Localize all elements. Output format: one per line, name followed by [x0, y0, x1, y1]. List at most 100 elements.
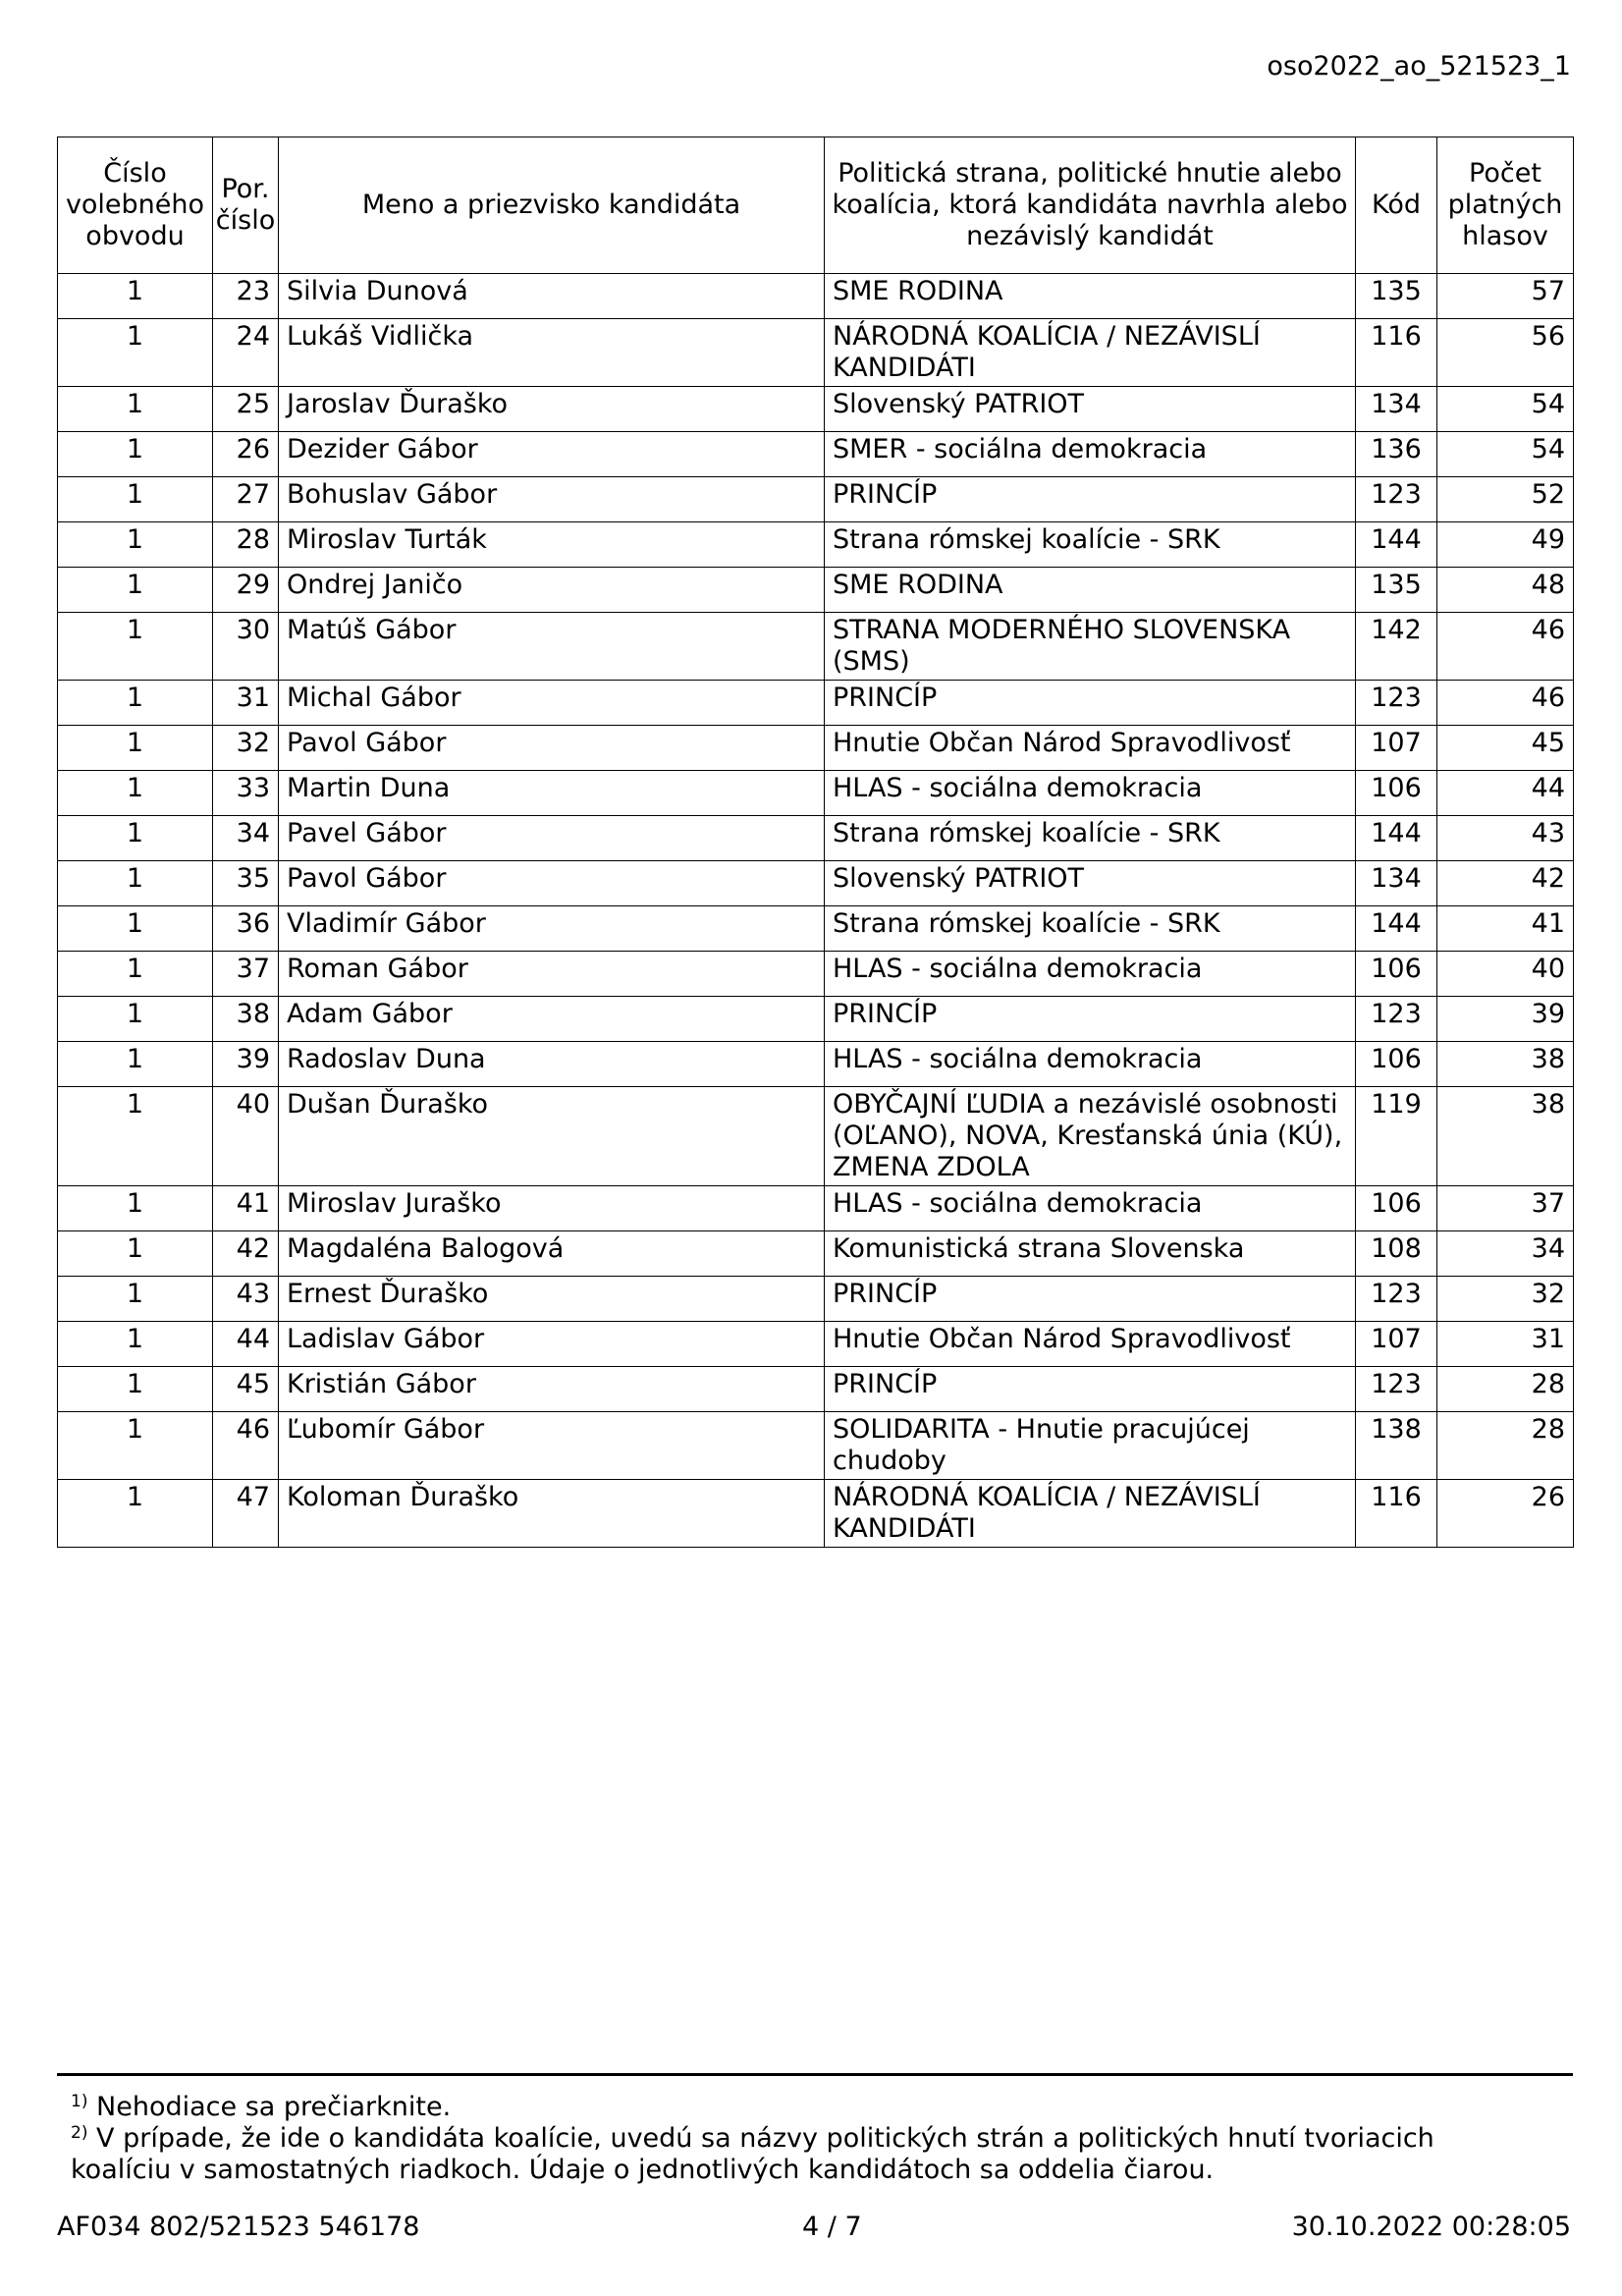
table-row: 1 23 Silvia Dunová SME RODINA 135 57: [57, 273, 1574, 319]
table-row: 1 27 Bohuslav Gábor PRINCÍP 123 52: [57, 476, 1574, 522]
party-cell: PRINCÍP: [824, 680, 1356, 726]
order-cell: 28: [212, 521, 279, 568]
district-cell: 1: [57, 431, 213, 477]
party-cell: PRINCÍP: [824, 476, 1356, 522]
table-row: 1 34 Pavel Gábor Strana rómskej koalície - …: [57, 815, 1574, 861]
party-cell: SME RODINA: [824, 273, 1356, 319]
votes-cell: 49: [1436, 521, 1574, 568]
district-cell: 1: [57, 1230, 213, 1277]
party-cell: NÁRODNÁ KOALÍCIA / NEZÁVISLÍ KANDIDÁTI: [824, 1479, 1356, 1548]
district-cell: 1: [57, 386, 213, 432]
candidate-name-cell: Radoslav Duna: [278, 1041, 825, 1087]
table-row: 1 45 Kristián Gábor PRINCÍP 123 28: [57, 1366, 1574, 1412]
code-cell: 134: [1355, 860, 1437, 906]
votes-cell: 40: [1436, 951, 1574, 997]
code-cell: 106: [1355, 1185, 1437, 1231]
header-party: Politická strana, politické hnutie alebo…: [824, 137, 1356, 274]
candidate-name-cell: Pavol Gábor: [278, 860, 825, 906]
votes-cell: 44: [1436, 770, 1574, 816]
order-cell: 47: [212, 1479, 279, 1548]
votes-cell: 57: [1436, 273, 1574, 319]
table-row: 1 47 Koloman Ďuraško NÁRODNÁ KOALÍCIA / NEZ…: [57, 1479, 1574, 1548]
code-cell: 135: [1355, 273, 1437, 319]
party-cell: OBYČAJNÍ ĽUDIA a nezávislé osobnosti (OĽ…: [824, 1086, 1356, 1186]
order-cell: 30: [212, 612, 279, 681]
order-cell: 32: [212, 725, 279, 771]
code-cell: 123: [1355, 1276, 1437, 1322]
table-row: 1 28 Miroslav Turták Strana rómskej koalíci…: [57, 521, 1574, 568]
code-cell: 123: [1355, 1366, 1437, 1412]
party-cell: Hnutie Občan Národ Spravodlivosť: [824, 725, 1356, 771]
party-cell: Komunistická strana Slovenska: [824, 1230, 1356, 1277]
district-cell: 1: [57, 1321, 213, 1367]
candidate-name-cell: Ondrej Janičo: [278, 567, 825, 613]
code-cell: 142: [1355, 612, 1437, 681]
votes-cell: 43: [1436, 815, 1574, 861]
candidate-name-cell: Martin Duna: [278, 770, 825, 816]
footnote-2: 2) V prípade, že ide o kandidáta koalíci…: [71, 2123, 1434, 2185]
candidate-name-cell: Silvia Dunová: [278, 273, 825, 319]
votes-cell: 48: [1436, 567, 1574, 613]
header-name: Meno a priezvisko kandidáta: [278, 137, 825, 274]
votes-cell: 56: [1436, 318, 1574, 387]
table-row: 1 24 Lukáš Vidlička NÁRODNÁ KOALÍCIA / NEZÁ…: [57, 318, 1574, 387]
table-row: 1 33 Martin Duna HLAS - sociálna demokracia…: [57, 770, 1574, 816]
order-cell: 38: [212, 996, 279, 1042]
district-cell: 1: [57, 905, 213, 952]
code-cell: 116: [1355, 318, 1437, 387]
votes-cell: 54: [1436, 431, 1574, 477]
order-cell: 45: [212, 1366, 279, 1412]
district-cell: 1: [57, 1041, 213, 1087]
votes-cell: 38: [1436, 1086, 1574, 1186]
party-cell: PRINCÍP: [824, 1366, 1356, 1412]
party-cell: PRINCÍP: [824, 996, 1356, 1042]
header-votes: Počet platných hlasov: [1436, 137, 1574, 274]
order-cell: 44: [212, 1321, 279, 1367]
votes-cell: 32: [1436, 1276, 1574, 1322]
candidate-name-cell: Koloman Ďuraško: [278, 1479, 825, 1548]
district-cell: 1: [57, 567, 213, 613]
party-cell: Strana rómskej koalície - SRK: [824, 521, 1356, 568]
district-cell: 1: [57, 815, 213, 861]
candidate-name-cell: Adam Gábor: [278, 996, 825, 1042]
district-cell: 1: [57, 1479, 213, 1548]
candidate-name-cell: Ladislav Gábor: [278, 1321, 825, 1367]
header-district: Číslo volebného obvodu: [57, 137, 213, 274]
party-cell: Strana rómskej koalície - SRK: [824, 815, 1356, 861]
code-cell: 106: [1355, 770, 1437, 816]
code-cell: 106: [1355, 1041, 1437, 1087]
candidate-name-cell: Lukáš Vidlička: [278, 318, 825, 387]
district-cell: 1: [57, 273, 213, 319]
table-row: 1 41 Miroslav Juraško HLAS - sociálna demok…: [57, 1185, 1574, 1231]
order-cell: 26: [212, 431, 279, 477]
table-row: 1 32 Pavol Gábor Hnutie Občan Národ Spravod…: [57, 725, 1574, 771]
table-row: 1 39 Radoslav Duna HLAS - sociálna demokrac…: [57, 1041, 1574, 1087]
votes-cell: 41: [1436, 905, 1574, 952]
order-cell: 40: [212, 1086, 279, 1186]
code-cell: 123: [1355, 996, 1437, 1042]
district-cell: 1: [57, 476, 213, 522]
candidate-name-cell: Matúš Gábor: [278, 612, 825, 681]
code-cell: 144: [1355, 815, 1437, 861]
candidate-name-cell: Roman Gábor: [278, 951, 825, 997]
candidate-name-cell: Dezider Gábor: [278, 431, 825, 477]
order-cell: 23: [212, 273, 279, 319]
table-row: 1 38 Adam Gábor PRINCÍP 123 39: [57, 996, 1574, 1042]
party-cell: SMER - sociálna demokracia: [824, 431, 1356, 477]
district-cell: 1: [57, 951, 213, 997]
order-cell: 25: [212, 386, 279, 432]
order-cell: 41: [212, 1185, 279, 1231]
order-cell: 29: [212, 567, 279, 613]
candidate-name-cell: Miroslav Juraško: [278, 1185, 825, 1231]
code-cell: 144: [1355, 521, 1437, 568]
votes-cell: 31: [1436, 1321, 1574, 1367]
table-row: 1 37 Roman Gábor HLAS - sociálna demokracia…: [57, 951, 1574, 997]
candidate-name-cell: Pavel Gábor: [278, 815, 825, 861]
order-cell: 43: [212, 1276, 279, 1322]
candidate-name-cell: Bohuslav Gábor: [278, 476, 825, 522]
candidate-name-cell: Ernest Ďuraško: [278, 1276, 825, 1322]
page-number: 4 / 7: [802, 2212, 862, 2242]
footnote-divider: [57, 2073, 1573, 2076]
order-cell: 33: [212, 770, 279, 816]
party-cell: Hnutie Občan Národ Spravodlivosť: [824, 1321, 1356, 1367]
